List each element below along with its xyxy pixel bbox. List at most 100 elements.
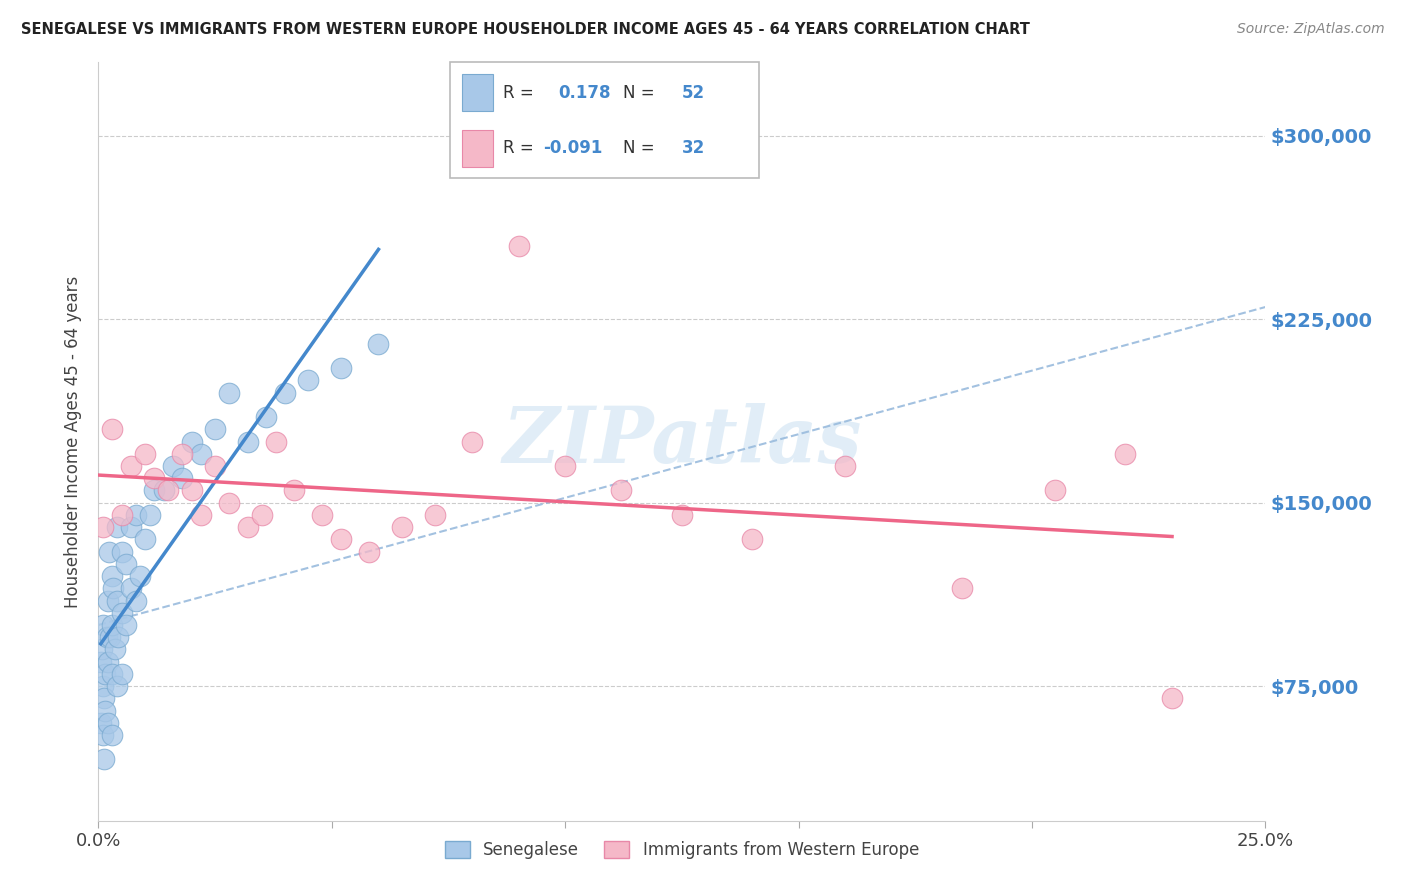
Point (101, 618, 124, 632)
Text: SENEGALESE VS IMMIGRANTS FROM WESTERN EUROPE HOUSEHOLDER INCOME AGES 45 - 64 YEA: SENEGALESE VS IMMIGRANTS FROM WESTERN EU… (21, 22, 1031, 37)
Point (367, 336, 389, 351)
Point (101, 569, 124, 583)
Point (330, 361, 353, 376)
Point (111, 606, 134, 620)
Point (311, 508, 333, 522)
Point (134, 533, 156, 547)
Point (283, 483, 305, 498)
Point (274, 385, 297, 400)
Point (139, 508, 162, 522)
Point (120, 582, 142, 596)
Point (93, 691, 115, 706)
Point (423, 508, 446, 522)
Point (91, 679, 114, 693)
Point (172, 471, 194, 485)
Point (162, 458, 184, 473)
Point (94, 704, 117, 718)
Point (111, 544, 134, 558)
Point (91, 618, 114, 632)
Text: 32: 32 (682, 139, 706, 157)
Point (1045, 483, 1067, 498)
Point (180, 434, 202, 449)
Point (101, 728, 124, 742)
Point (105, 679, 128, 693)
Point (97, 715, 120, 730)
Point (671, 508, 693, 522)
Y-axis label: Householder Income Ages 45 - 64 years: Householder Income Ages 45 - 64 years (65, 276, 83, 607)
Point (101, 422, 124, 436)
Point (554, 458, 576, 473)
Point (90, 715, 112, 730)
Bar (463, 129, 494, 167)
Point (107, 630, 129, 644)
Point (264, 434, 287, 449)
Point (104, 642, 127, 657)
Text: -0.091: -0.091 (543, 139, 602, 157)
Text: ZIPatlas: ZIPatlas (502, 403, 862, 480)
Point (236, 434, 259, 449)
Point (236, 520, 259, 534)
Point (391, 520, 413, 534)
Point (218, 496, 240, 510)
Point (256, 410, 278, 425)
Point (297, 373, 319, 387)
Text: N =: N = (623, 84, 659, 102)
Point (90, 655, 112, 669)
Point (120, 520, 142, 534)
Point (111, 666, 134, 681)
Point (91, 728, 114, 742)
Point (125, 508, 148, 522)
Point (359, 544, 381, 558)
Point (120, 458, 142, 473)
Point (1114, 447, 1136, 461)
Point (98, 630, 121, 644)
Point (103, 582, 125, 596)
Point (115, 557, 138, 571)
Point (461, 434, 484, 449)
Point (610, 483, 633, 498)
Point (204, 422, 226, 436)
Text: 0.178: 0.178 (558, 84, 610, 102)
Point (143, 483, 166, 498)
Point (134, 447, 156, 461)
Point (105, 520, 128, 534)
Point (250, 508, 273, 522)
Point (157, 483, 180, 498)
Point (218, 385, 240, 400)
Point (93, 752, 115, 766)
Point (190, 447, 212, 461)
Text: N =: N = (623, 139, 659, 157)
Legend: Senegalese, Immigrants from Western Europe: Senegalese, Immigrants from Western Euro… (439, 834, 925, 865)
Bar (463, 74, 494, 112)
Point (180, 483, 202, 498)
Point (101, 666, 124, 681)
Text: R =: R = (502, 139, 538, 157)
Point (143, 471, 166, 485)
Point (111, 508, 134, 522)
Point (91, 642, 114, 657)
Point (834, 458, 856, 473)
Point (97, 655, 120, 669)
Point (190, 508, 212, 522)
Point (1161, 691, 1184, 706)
Point (94, 666, 117, 681)
Text: R =: R = (502, 84, 544, 102)
Point (508, 239, 530, 253)
Point (97, 544, 120, 558)
FancyBboxPatch shape (450, 62, 759, 178)
Point (741, 533, 763, 547)
Point (96, 630, 118, 644)
Point (152, 483, 174, 498)
Point (950, 582, 973, 596)
Text: 52: 52 (682, 84, 704, 102)
Point (105, 593, 128, 607)
Point (125, 593, 148, 607)
Point (115, 618, 138, 632)
Point (91, 520, 114, 534)
Point (97, 593, 120, 607)
Point (330, 533, 353, 547)
Point (172, 447, 194, 461)
Point (204, 458, 226, 473)
Point (129, 569, 152, 583)
Text: Source: ZipAtlas.com: Source: ZipAtlas.com (1237, 22, 1385, 37)
